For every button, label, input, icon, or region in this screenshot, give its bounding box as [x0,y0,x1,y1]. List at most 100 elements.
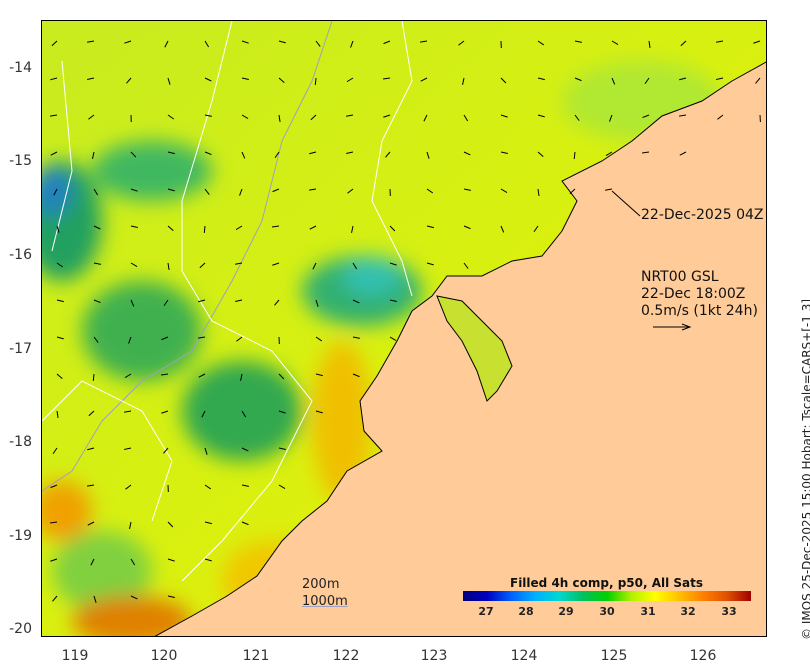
current-arrow [272,225,280,228]
current-arrow [352,336,360,339]
current-arrow [500,151,508,154]
current-arrow [642,114,650,119]
time-pointer [611,190,641,217]
map-canvas [42,21,766,636]
current-arrow [573,151,576,160]
current-arrow [644,77,650,85]
current-arrow [167,77,171,85]
current-arrow [88,114,95,120]
current-arrow [315,373,323,377]
y-tick-label: -15 [9,153,32,169]
current-arrow [130,188,138,192]
current-arrow [167,262,170,270]
current-arrow [352,373,360,378]
current-arrow [609,114,613,122]
land [154,61,766,636]
current-arrow [50,484,58,489]
current-arrow [426,225,434,229]
current-arrow [93,595,97,603]
current-arrow [679,114,687,117]
current-arrow [129,521,132,529]
current-arrow [241,447,249,452]
colorbar-tick: 32 [680,605,696,618]
current-arrow [56,410,59,418]
current-arrow [537,40,545,46]
current-arrow [241,484,249,487]
current-arrow [56,262,64,268]
current-arrow [605,188,613,191]
y-tick-label: -20 [9,621,32,637]
current-arrow [161,410,169,414]
current-arrow [204,40,210,48]
current-arrow [163,447,169,454]
current-arrow [124,410,132,413]
x-tick-label: 122 [332,648,360,664]
isobath-200m [42,21,413,582]
current-arrow [463,114,469,122]
current-arrow [198,373,206,378]
current-arrow [278,77,285,83]
current-arrow [537,114,545,118]
current-arrow [383,40,391,45]
current-arrow [385,151,391,158]
current-arrow [500,77,507,84]
current-arrow [87,484,95,487]
current-arrow [167,558,175,562]
current-arrow [87,447,95,451]
current-arrow [204,484,212,490]
current-source-label: NRT00 GSL [641,269,719,285]
y-tick-label: -19 [9,528,32,544]
current-arrow [50,558,58,562]
current-arrow [204,558,212,562]
current-arrow [315,410,323,414]
current-arrow [458,40,465,46]
colorbar-tick: 29 [558,605,574,618]
current-arrow [198,336,206,339]
current-arrow [164,40,169,48]
current-arrow [312,262,317,270]
current-arrow [347,188,354,194]
current-arrow [679,151,687,156]
current-arrow [383,77,391,80]
current-arrow [241,410,247,418]
current-arrow [87,40,95,43]
current-arrow [272,188,280,193]
current-arrow [278,373,285,380]
current-arrow [204,151,212,156]
current-arrow [235,262,243,265]
current-arrow [53,188,58,196]
colorbar-tick: 30 [599,605,615,618]
colorbar-tick: 31 [640,605,656,618]
current-arrow [274,151,280,159]
current-arrow [204,447,208,455]
current-arrow [130,299,135,307]
y-tick-label: -17 [9,341,32,357]
current-arrow [130,558,136,566]
current-arrow [128,336,132,344]
current-arrow [500,225,505,233]
current-arrow [500,114,508,118]
current-arrow [314,77,317,86]
current-arrow [574,77,582,82]
current-arrow [241,151,246,159]
current-arrow [463,151,471,156]
current-arrow [309,151,317,155]
current-arrow [315,336,323,342]
current-arrow [641,151,650,154]
current-arrow [204,188,210,195]
current-arrows [50,40,761,603]
sst-map [41,20,767,637]
current-arrow [278,40,286,44]
current-arrow [680,40,687,47]
current-arrow [52,447,58,455]
current-arrow [420,77,428,82]
current-arrow [310,114,317,121]
current-arrow [278,447,286,450]
current-arrow [88,410,95,417]
depth-200-label: 200m [302,577,340,592]
current-arrow [124,447,132,450]
current-arrow [201,410,206,418]
current-arrow [753,40,761,44]
x-tick-label: 124 [510,648,538,664]
current-arrow [240,373,243,381]
